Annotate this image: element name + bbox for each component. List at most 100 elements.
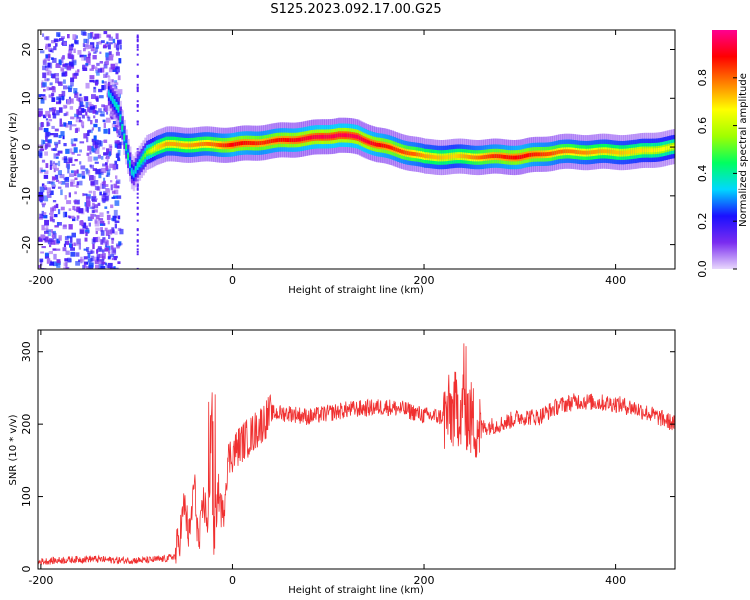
ridge-cell [247, 141, 251, 145]
noise-speckle [118, 141, 123, 145]
noise-speckle [81, 108, 85, 113]
noise-speckle [45, 65, 49, 72]
ridge-cell [527, 153, 530, 158]
ridge-cell [215, 142, 218, 147]
noise-speckle [57, 39, 61, 42]
ridge-cell [483, 155, 486, 159]
ridge-cell [194, 142, 197, 147]
ridge-cell [224, 143, 228, 148]
colorbar-axis: 0.0 0.2 0.4 0.6 0.8 [696, 69, 737, 278]
noise-speckle [38, 110, 43, 117]
noise-speckle [102, 119, 106, 123]
noise-speckle [49, 190, 54, 195]
noise-speckle [54, 214, 58, 218]
noise-speckle [56, 238, 61, 244]
ridge-cell [540, 152, 544, 157]
noise-speckle [59, 118, 62, 125]
noise-speckle [51, 97, 56, 102]
ridge-cell [284, 138, 287, 142]
noise-speckle [116, 195, 122, 199]
ridge-cell [422, 153, 425, 158]
ridge-cell [249, 141, 253, 145]
noise-speckle [101, 85, 106, 91]
ridge-cell [343, 133, 347, 138]
ridge-cell [314, 135, 318, 139]
noise-speckle [58, 33, 61, 38]
ridge-cell [523, 154, 527, 158]
noise-speckle [83, 109, 87, 113]
noise-speckle [77, 50, 82, 55]
ridge-cell [661, 147, 665, 152]
noise-speckle [64, 236, 69, 240]
ridge-cell [201, 142, 205, 146]
noise-speckle [45, 136, 48, 142]
noise-speckle [136, 250, 139, 253]
noise-speckle [114, 200, 120, 206]
ridge-cell [337, 133, 341, 138]
noise-speckle [98, 218, 104, 221]
noise-speckle [114, 141, 118, 148]
snr-x-axis: -200 0 200 400 [28, 330, 626, 587]
noise-speckle [101, 167, 107, 174]
noise-speckle [103, 44, 106, 48]
ridge-cell [282, 137, 285, 142]
noise-speckle [46, 229, 52, 233]
ridge-cell [192, 143, 195, 148]
ridge-cell [420, 153, 423, 158]
noise-speckle [111, 237, 115, 241]
noise-speckle [114, 80, 118, 83]
y-tick-label: 10 [20, 91, 33, 105]
noise-speckle [55, 77, 60, 84]
noise-speckle [91, 138, 96, 143]
noise-speckle [59, 174, 65, 179]
ridge-cell [475, 155, 479, 160]
noise-speckle [63, 158, 68, 163]
noise-speckle [100, 40, 105, 44]
ridge-cell [462, 154, 465, 159]
noise-speckle [44, 58, 49, 61]
noise-speckle [67, 257, 72, 263]
ridge-cell [397, 148, 400, 153]
noise-speckle [106, 170, 111, 175]
noise-speckle [45, 110, 51, 117]
noise-speckle [65, 148, 70, 154]
noise-speckle [114, 231, 118, 235]
ridge-cell [391, 146, 394, 151]
noise-speckle [58, 38, 64, 41]
ridge-cell [144, 153, 147, 158]
ridge-cell [408, 151, 412, 156]
ridge-cell [550, 151, 553, 156]
noise-speckle [68, 158, 73, 163]
noise-speckle [95, 110, 99, 115]
noise-speckle [99, 248, 102, 252]
noise-speckle [76, 169, 79, 174]
noise-speckle [91, 238, 96, 244]
noise-speckle [93, 86, 97, 93]
noise-speckle [57, 170, 62, 176]
noise-speckle [136, 196, 139, 199]
colorbar-tick-label: 0.0 [696, 260, 709, 278]
noise-speckle [56, 222, 60, 226]
noise-speckle [82, 222, 86, 228]
y-tick-label: 100 [20, 486, 33, 507]
noise-speckle [74, 177, 78, 180]
ridge-cell [613, 150, 617, 155]
ridge-cell [652, 148, 655, 153]
noise-speckle [115, 33, 119, 40]
noise-speckle [112, 38, 116, 44]
noise-speckle [106, 240, 109, 246]
noise-speckle [80, 30, 86, 36]
ridge-cell [121, 125, 124, 130]
noise-speckle [100, 67, 105, 73]
noise-speckle [90, 120, 93, 125]
noise-speckle [118, 58, 122, 64]
y-tick-label: 0 [20, 144, 33, 151]
noise-speckle [117, 75, 121, 81]
noise-speckle [43, 195, 49, 202]
noise-speckle [46, 258, 51, 264]
noise-speckle [76, 215, 80, 219]
ridge-cell [167, 142, 170, 146]
noise-speckle [136, 192, 139, 195]
noise-speckle [83, 256, 88, 260]
noise-speckle [60, 189, 63, 196]
